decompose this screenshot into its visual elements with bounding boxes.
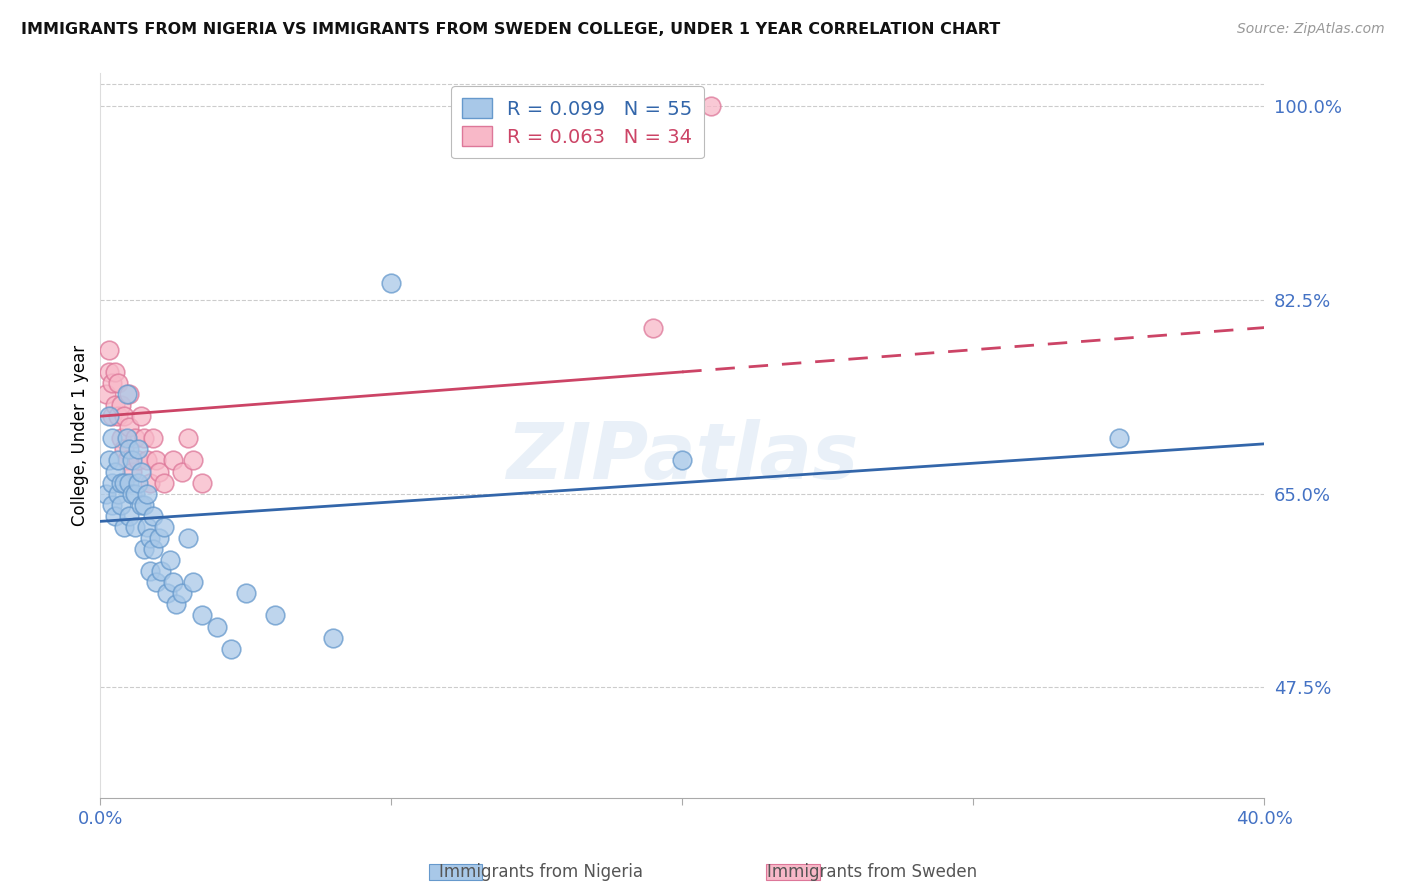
Y-axis label: College, Under 1 year: College, Under 1 year	[72, 345, 89, 526]
Text: IMMIGRANTS FROM NIGERIA VS IMMIGRANTS FROM SWEDEN COLLEGE, UNDER 1 YEAR CORRELAT: IMMIGRANTS FROM NIGERIA VS IMMIGRANTS FR…	[21, 22, 1000, 37]
Point	[148, 465, 170, 479]
Point	[110, 398, 132, 412]
Point	[132, 498, 155, 512]
Point	[191, 608, 214, 623]
Point	[162, 575, 184, 590]
Point	[183, 453, 205, 467]
Point	[118, 442, 141, 457]
Point	[145, 575, 167, 590]
Point	[142, 508, 165, 523]
Point	[127, 475, 149, 490]
Point	[700, 99, 723, 113]
Point	[139, 475, 162, 490]
Point	[112, 475, 135, 490]
Point	[191, 475, 214, 490]
Text: Immigrants from Nigeria: Immigrants from Nigeria	[439, 863, 644, 881]
Point	[110, 431, 132, 445]
Point	[107, 409, 129, 424]
Point	[112, 520, 135, 534]
Point	[129, 465, 152, 479]
Point	[104, 508, 127, 523]
Point	[135, 453, 157, 467]
Point	[1108, 431, 1130, 445]
Point	[322, 631, 344, 645]
Point	[132, 431, 155, 445]
Point	[98, 453, 121, 467]
Point	[101, 431, 124, 445]
Point	[142, 431, 165, 445]
Point	[107, 486, 129, 500]
Point	[112, 409, 135, 424]
Point	[118, 475, 141, 490]
Point	[118, 420, 141, 434]
Point	[107, 376, 129, 390]
Point	[110, 475, 132, 490]
Point	[115, 431, 138, 445]
Point	[104, 398, 127, 412]
Point	[162, 453, 184, 467]
Point	[98, 409, 121, 424]
Point	[671, 453, 693, 467]
Point	[153, 520, 176, 534]
Text: ZIPatlas: ZIPatlas	[506, 419, 858, 495]
Point	[135, 520, 157, 534]
Point	[145, 453, 167, 467]
Point	[98, 343, 121, 357]
Point	[115, 453, 138, 467]
Point	[139, 531, 162, 545]
Point	[148, 531, 170, 545]
Point	[139, 564, 162, 578]
Point	[107, 453, 129, 467]
Point	[124, 520, 146, 534]
Point	[156, 586, 179, 600]
Point	[96, 387, 118, 401]
Point	[132, 542, 155, 557]
Point	[110, 498, 132, 512]
Point	[124, 486, 146, 500]
Point	[170, 586, 193, 600]
Point	[219, 641, 242, 656]
Point	[96, 486, 118, 500]
Point	[235, 586, 257, 600]
Point	[264, 608, 287, 623]
Point	[121, 453, 143, 467]
Point	[118, 387, 141, 401]
Point	[205, 619, 228, 633]
Point	[380, 277, 402, 291]
Point	[135, 486, 157, 500]
Point	[104, 365, 127, 379]
Point	[121, 486, 143, 500]
Point	[124, 431, 146, 445]
Point	[121, 465, 143, 479]
Point	[159, 553, 181, 567]
Point	[127, 442, 149, 457]
Point	[165, 598, 187, 612]
Point	[118, 508, 141, 523]
Point	[183, 575, 205, 590]
Point	[104, 465, 127, 479]
Point	[101, 498, 124, 512]
Point	[176, 531, 198, 545]
Point	[101, 475, 124, 490]
Point	[115, 387, 138, 401]
Point	[153, 475, 176, 490]
Text: Immigrants from Sweden: Immigrants from Sweden	[766, 863, 977, 881]
Point	[101, 376, 124, 390]
Point	[176, 431, 198, 445]
Legend: R = 0.099   N = 55, R = 0.063   N = 34: R = 0.099 N = 55, R = 0.063 N = 34	[451, 87, 704, 159]
Text: Source: ZipAtlas.com: Source: ZipAtlas.com	[1237, 22, 1385, 37]
Point	[98, 365, 121, 379]
Point	[142, 542, 165, 557]
Point	[129, 409, 152, 424]
Point	[150, 564, 173, 578]
Point	[643, 320, 665, 334]
Point	[127, 453, 149, 467]
Point	[129, 498, 152, 512]
Point	[170, 465, 193, 479]
Point	[112, 442, 135, 457]
Point	[101, 409, 124, 424]
